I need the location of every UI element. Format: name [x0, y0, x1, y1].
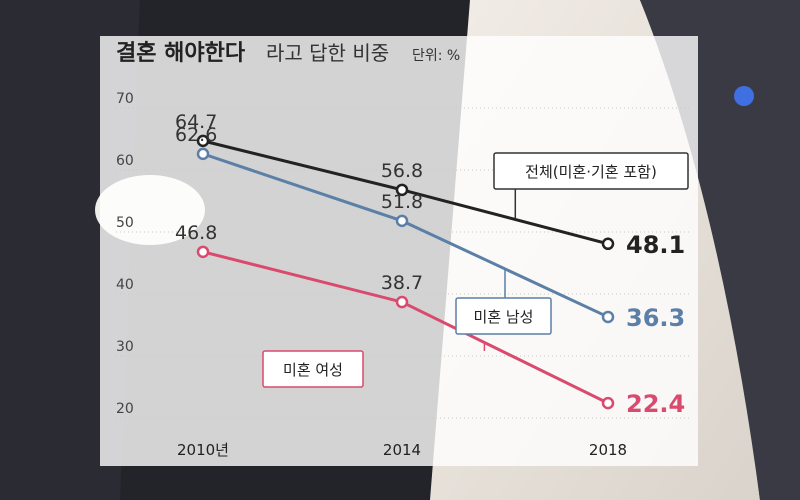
data-point-single-men [196, 147, 210, 161]
data-label-single-women: 38.7 [381, 272, 423, 294]
x-axis-ticks: 2010년 2014 2018 [177, 441, 627, 459]
x-tick-label: 2014 [383, 441, 421, 459]
legend-box-frame-single-men [455, 297, 552, 335]
data-labels: 64.7 56.8 48.1 62.6 51.8 36.3 46.8 38.7 22.4 [175, 111, 685, 418]
legend-box-single-men: 미혼 남성 [455, 297, 552, 335]
data-point-single-women [395, 295, 409, 309]
y-tick-label: 60 [116, 153, 134, 169]
data-label-total: 48.1 [626, 231, 685, 259]
data-point-total [395, 183, 409, 197]
y-tick-label: 30 [116, 339, 134, 355]
x-tick-label: 2010년 [177, 441, 229, 459]
x-tick-label: 2018 [589, 441, 627, 459]
data-point-total [196, 134, 210, 148]
data-point-total [601, 237, 615, 251]
data-label-single-men: 36.3 [626, 304, 685, 332]
legend-box-label-single-women: 미혼 여성 [283, 361, 343, 379]
data-label-single-men: 62.6 [175, 124, 217, 146]
legend-box-label-total: 전체(미혼·기혼 포함) [525, 163, 657, 181]
data-point-single-women [601, 396, 615, 410]
y-axis-ticks: 70 60 50 40 30 20 [116, 91, 134, 417]
chart-title-sub: 라고 답한 비중 [266, 41, 389, 65]
data-point-single-men [395, 214, 409, 228]
data-point-single-women [196, 245, 210, 259]
y-tick-label: 20 [116, 401, 134, 417]
data-label-total: 56.8 [381, 160, 423, 182]
unit-label: 단위: % [412, 48, 460, 64]
data-label-single-women: 46.8 [175, 222, 217, 244]
data-label-total: 64.7 [175, 111, 217, 133]
data-label-single-men: 51.8 [381, 191, 423, 213]
data-label-single-women: 22.4 [626, 390, 685, 418]
legend-box-single-women: 미혼 여성 [262, 350, 364, 388]
chart-title: 결혼 해야한다 라고 답한 비중 단위: % [116, 41, 460, 66]
y-tick-label: 70 [116, 91, 134, 107]
chart-title-main: 결혼 해야한다 [116, 41, 246, 66]
series-points [196, 134, 615, 410]
legend-box-frame-total [493, 152, 689, 190]
legend-box-total: 전체(미혼·기혼 포함) [493, 152, 689, 190]
legend-box-frame-single-women [262, 350, 364, 388]
y-tick-label: 40 [116, 277, 134, 293]
legend-box-label-single-men: 미혼 남성 [474, 308, 534, 326]
data-point-single-men [601, 310, 615, 324]
y-tick-label: 50 [116, 215, 134, 231]
